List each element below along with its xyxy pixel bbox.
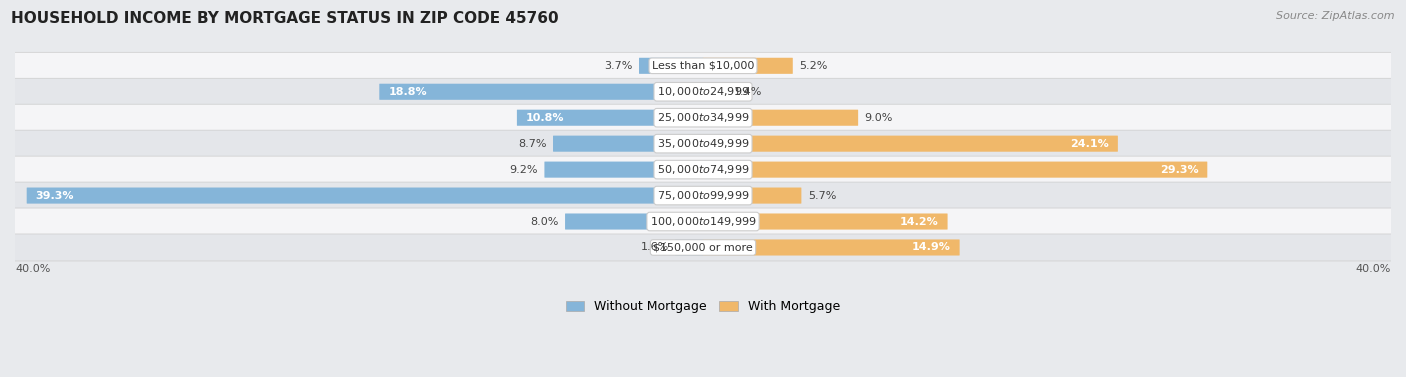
Text: $75,000 to $99,999: $75,000 to $99,999 xyxy=(657,189,749,202)
Text: 40.0%: 40.0% xyxy=(15,264,51,274)
FancyBboxPatch shape xyxy=(703,84,727,100)
FancyBboxPatch shape xyxy=(27,187,703,204)
FancyBboxPatch shape xyxy=(14,104,1392,131)
FancyBboxPatch shape xyxy=(703,162,1208,178)
FancyBboxPatch shape xyxy=(14,52,1392,79)
Text: 1.6%: 1.6% xyxy=(640,242,669,253)
Text: 5.7%: 5.7% xyxy=(808,190,837,201)
FancyBboxPatch shape xyxy=(703,110,858,126)
Text: $50,000 to $74,999: $50,000 to $74,999 xyxy=(657,163,749,176)
Text: 1.4%: 1.4% xyxy=(734,87,762,97)
Text: Source: ZipAtlas.com: Source: ZipAtlas.com xyxy=(1277,11,1395,21)
FancyBboxPatch shape xyxy=(703,58,793,74)
Text: 8.7%: 8.7% xyxy=(517,139,547,149)
Text: 9.2%: 9.2% xyxy=(509,165,538,175)
FancyBboxPatch shape xyxy=(553,136,703,152)
Text: $150,000 or more: $150,000 or more xyxy=(654,242,752,253)
FancyBboxPatch shape xyxy=(380,84,703,100)
FancyBboxPatch shape xyxy=(703,136,1118,152)
FancyBboxPatch shape xyxy=(544,162,703,178)
Text: 39.3%: 39.3% xyxy=(35,190,75,201)
Text: Less than $10,000: Less than $10,000 xyxy=(652,61,754,71)
FancyBboxPatch shape xyxy=(638,58,703,74)
FancyBboxPatch shape xyxy=(14,78,1392,105)
Legend: Without Mortgage, With Mortgage: Without Mortgage, With Mortgage xyxy=(561,296,845,319)
FancyBboxPatch shape xyxy=(703,239,960,256)
Text: 5.2%: 5.2% xyxy=(800,61,828,71)
Text: 18.8%: 18.8% xyxy=(388,87,427,97)
Text: 14.9%: 14.9% xyxy=(912,242,950,253)
Text: 8.0%: 8.0% xyxy=(530,216,558,227)
Text: $25,000 to $34,999: $25,000 to $34,999 xyxy=(657,111,749,124)
FancyBboxPatch shape xyxy=(565,213,703,230)
Text: 24.1%: 24.1% xyxy=(1070,139,1109,149)
Text: 9.0%: 9.0% xyxy=(865,113,893,123)
FancyBboxPatch shape xyxy=(703,187,801,204)
Text: 10.8%: 10.8% xyxy=(526,113,564,123)
Text: HOUSEHOLD INCOME BY MORTGAGE STATUS IN ZIP CODE 45760: HOUSEHOLD INCOME BY MORTGAGE STATUS IN Z… xyxy=(11,11,558,26)
FancyBboxPatch shape xyxy=(14,130,1392,157)
FancyBboxPatch shape xyxy=(14,182,1392,209)
Text: 29.3%: 29.3% xyxy=(1160,165,1198,175)
Text: 40.0%: 40.0% xyxy=(1355,264,1391,274)
FancyBboxPatch shape xyxy=(675,239,703,256)
FancyBboxPatch shape xyxy=(14,156,1392,183)
FancyBboxPatch shape xyxy=(14,234,1392,261)
Text: 3.7%: 3.7% xyxy=(605,61,633,71)
FancyBboxPatch shape xyxy=(703,213,948,230)
Text: $100,000 to $149,999: $100,000 to $149,999 xyxy=(650,215,756,228)
Text: 14.2%: 14.2% xyxy=(900,216,939,227)
Text: $35,000 to $49,999: $35,000 to $49,999 xyxy=(657,137,749,150)
Text: $10,000 to $24,999: $10,000 to $24,999 xyxy=(657,85,749,98)
FancyBboxPatch shape xyxy=(517,110,703,126)
FancyBboxPatch shape xyxy=(14,208,1392,235)
